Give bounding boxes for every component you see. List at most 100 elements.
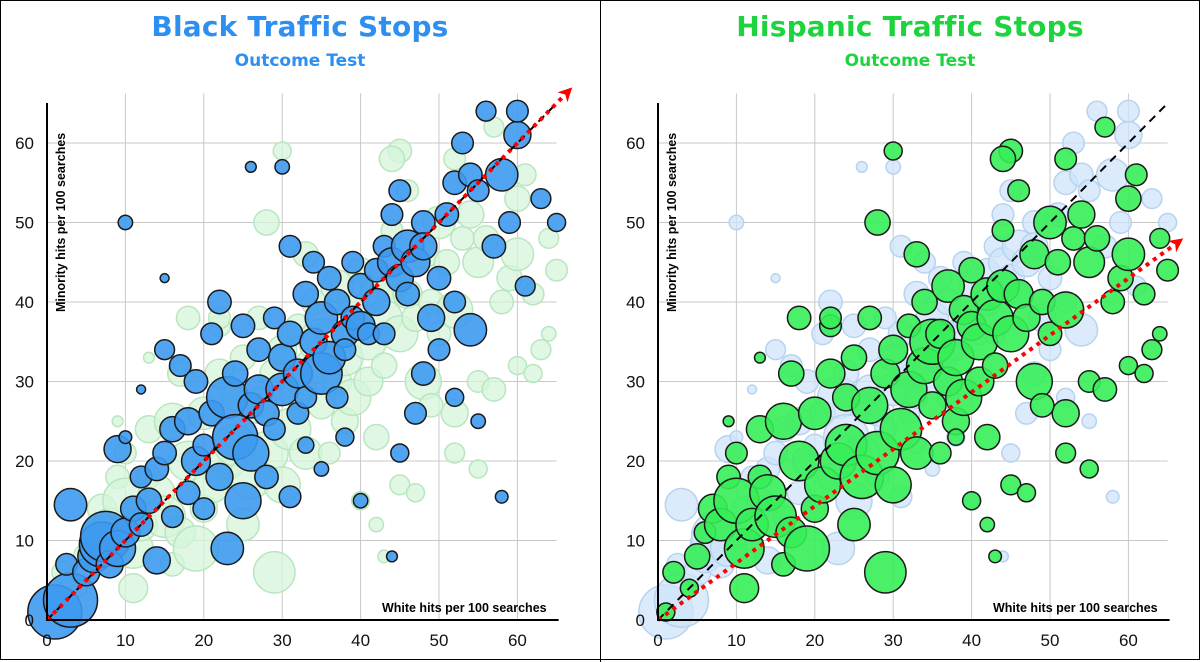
hispanic-bubble [778,440,820,482]
black-bubble [276,320,304,348]
black-bubble [153,339,176,361]
black-bubble [444,387,465,408]
black-bubble [224,482,262,520]
x-tick-label: 60 [508,631,527,650]
y-tick-label: 40 [15,293,34,312]
y-tick-label: 20 [15,452,34,471]
black-bubble [160,505,184,529]
hispanic-bubble [988,549,1003,564]
x-tick-label: 30 [273,631,292,650]
ghost-bubble [664,487,699,522]
hispanic-bubble [764,402,803,440]
ghost-bubble [1001,443,1021,463]
ghost-bubble [253,209,280,236]
ghost-bubble [523,363,543,384]
black-bubble [481,233,507,259]
black-bubble [470,413,487,430]
ghost-bubble [378,145,406,173]
hispanic-bubble [961,491,982,511]
black-bubble [333,338,357,362]
hispanic-bubble [1134,363,1154,384]
black-bubble [427,338,451,362]
x-tick-label: 50 [430,631,449,650]
ghost-bubble [507,355,528,376]
hispanic-bubble [863,550,907,594]
hispanic-bubble [662,560,686,584]
y-tick-label: 50 [15,214,34,233]
ghost-bubble [924,461,941,477]
hispanic-bubble [903,240,931,268]
y-tick-label: 10 [626,532,645,551]
y-tick-label: 40 [626,293,645,312]
black-bubble [296,436,315,454]
y-tick-label: 0 [636,611,645,630]
black-bubble [450,131,475,155]
hispanic-bubble [683,543,711,570]
hispanic-bubble [840,344,868,371]
hispanic-bubble [878,334,909,365]
ghost-bubble [770,272,781,284]
hispanic-bubble [815,358,846,389]
y-axis-title: Minority hits per 100 searches [665,133,679,312]
black-bubble [453,312,488,347]
black-bubble [409,232,438,261]
hispanic-bubble [883,141,903,161]
black-bubble [390,443,410,463]
hispanic-bubble [1151,325,1168,342]
black-chart-subtitle: Outcome Test [234,51,366,71]
black-bubble [426,265,452,291]
black-bubble [168,354,192,378]
hispanic-bubble [1067,200,1096,229]
trend-arrow-line [45,95,564,622]
black-bubble [200,322,224,346]
hispanic-bubble [1124,163,1148,187]
ghost-bubble [1081,413,1098,430]
black-bubble [192,497,216,521]
hispanic-bubble [931,269,966,304]
black-bubble [246,337,272,363]
black-bubble [323,288,351,316]
black-bubble [262,306,286,330]
black-bubble [278,234,302,258]
black-bubble [244,160,257,174]
hispanic-bubble [1055,442,1077,464]
black-bubble [183,369,209,394]
black-bubble [232,434,270,472]
hispanic-bubble [1115,185,1142,212]
ghost-bubble [728,214,745,231]
black-bubble [372,322,396,346]
hispanic-bubble [918,391,947,420]
ghost-bubble [1077,179,1101,203]
hispanic-bubble [797,396,832,431]
ghost-bubble [370,352,398,379]
hispanic-bubble [729,573,760,604]
ghost-bubble [489,289,515,315]
ghost-bubble [1114,120,1143,150]
ghost-bubble [540,325,557,342]
black-bubble [466,179,490,203]
y-tick-label: 30 [15,373,34,392]
black-bubble [175,480,201,506]
y-tick-label: 50 [626,214,645,233]
hispanic-bubble [1083,225,1111,252]
hispanic-bubble [899,436,934,470]
black-bubble [135,487,163,515]
ghost-bubble [362,423,390,451]
ghost-bubble [142,351,156,364]
black-bubble [388,179,412,203]
ghost-bubble [530,339,552,361]
ghost-bubble [481,377,507,402]
black-bubble [484,157,519,192]
black-bubble [152,440,178,466]
black-bubble [173,407,203,436]
x-tick-label: 0 [653,631,662,650]
x-tick-label: 10 [727,631,746,650]
black-bubble [380,203,404,227]
hispanic-bubble [1029,392,1055,418]
hispanic-bubble [1141,339,1163,361]
hispanic-bubble [857,305,883,331]
black-bubble [292,280,320,308]
black-bubble [341,250,365,274]
hispanic-bubble [1092,377,1118,402]
ghost-bubble [746,384,758,395]
